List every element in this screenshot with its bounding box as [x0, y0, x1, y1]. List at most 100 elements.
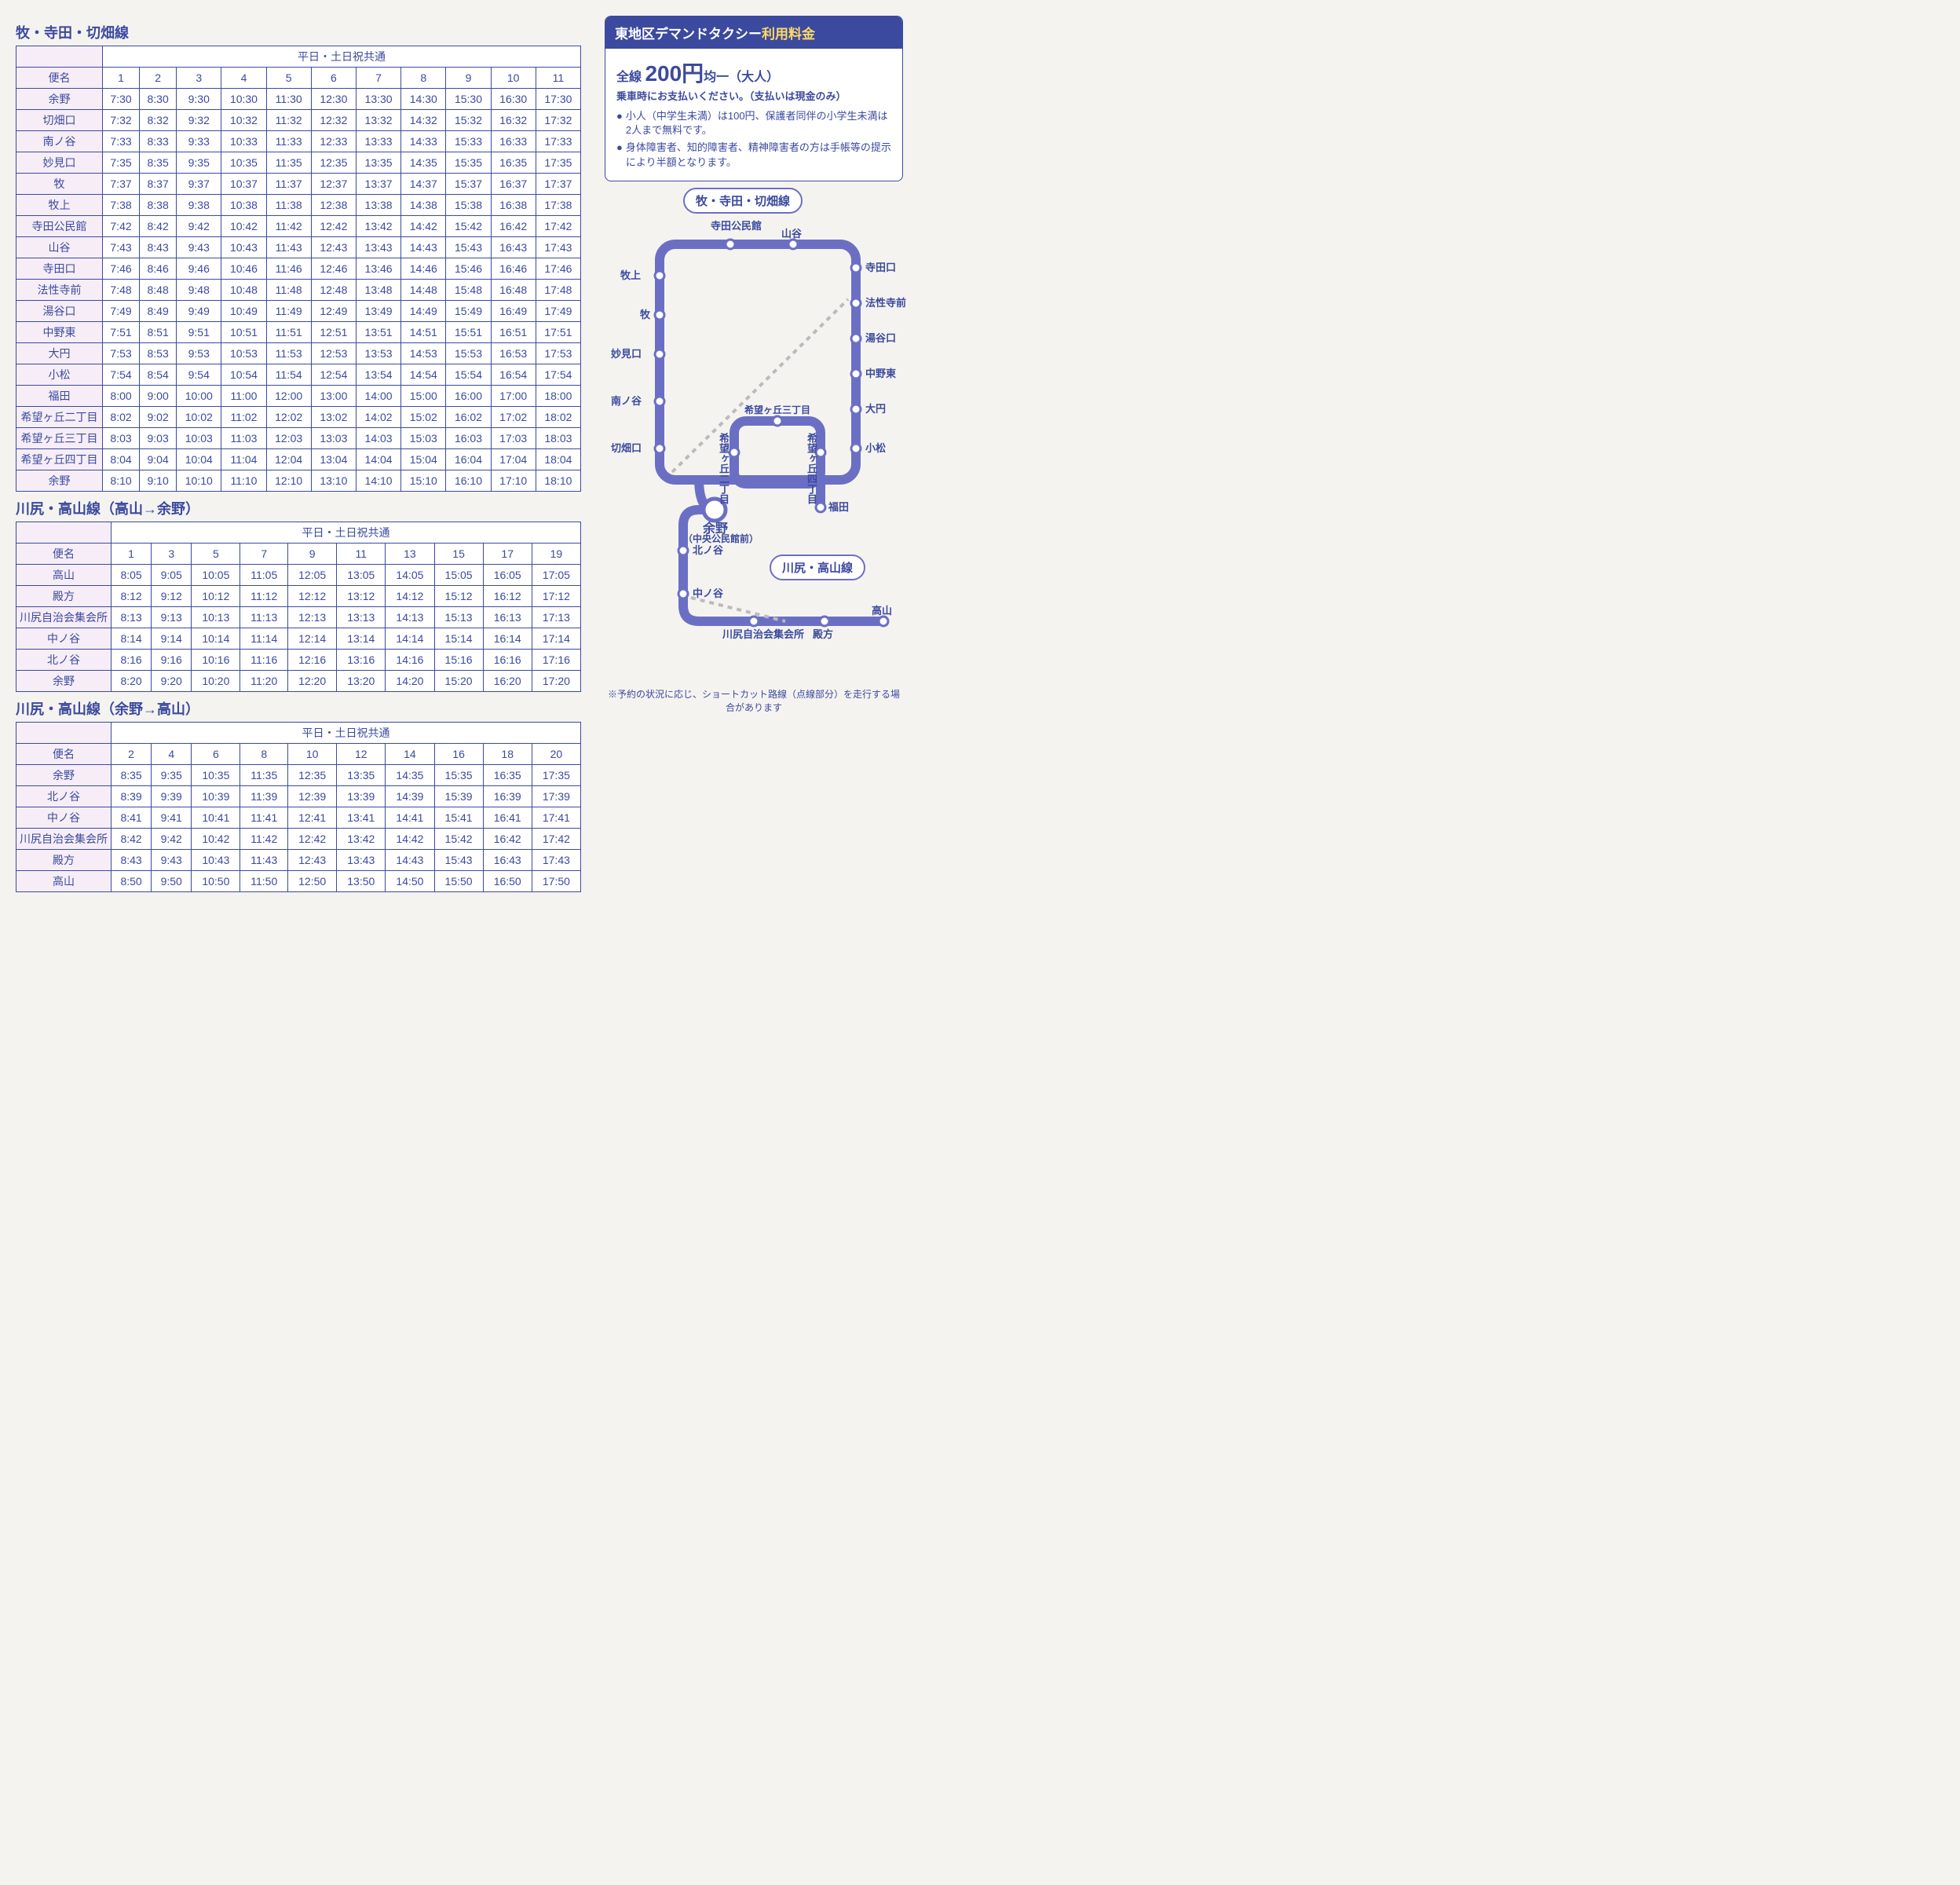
- service-number: 8: [401, 68, 446, 89]
- time-cell: 7:32: [103, 110, 140, 131]
- table-row: 余野8:359:3510:3511:3512:3513:3514:3515:35…: [16, 765, 581, 786]
- time-cell: 11:43: [266, 237, 311, 258]
- service-number: 17: [483, 544, 532, 565]
- time-cell: 9:35: [177, 152, 221, 174]
- table-row: 中ノ谷8:419:4110:4111:4112:4113:4114:4115:4…: [16, 807, 581, 829]
- time-cell: 12:05: [288, 565, 337, 586]
- service-number: 10: [491, 68, 536, 89]
- time-cell: 16:42: [491, 216, 536, 237]
- time-cell: 13:04: [311, 449, 356, 470]
- stop-name-cell: 中ノ谷: [16, 628, 112, 650]
- time-cell: 13:33: [356, 131, 400, 152]
- time-cell: 10:04: [177, 449, 221, 470]
- time-cell: 13:00: [311, 386, 356, 407]
- time-cell: 8:20: [112, 671, 152, 692]
- time-cell: 9:54: [177, 364, 221, 386]
- service-number: 20: [532, 744, 580, 765]
- time-cell: 13:42: [337, 829, 386, 850]
- time-cell: 16:38: [491, 195, 536, 216]
- time-cell: 9:03: [140, 428, 177, 449]
- time-cell: 12:33: [311, 131, 356, 152]
- service-number: 5: [192, 544, 240, 565]
- time-cell: 8:30: [140, 89, 177, 110]
- stop-label: 寺田口: [865, 262, 896, 274]
- table-row: 福田8:009:0010:0011:0012:0013:0014:0015:00…: [16, 386, 581, 407]
- time-cell: 7:43: [103, 237, 140, 258]
- time-cell: 11:39: [240, 786, 288, 807]
- stop-label: 妙見口: [611, 349, 642, 361]
- time-cell: 14:16: [386, 650, 434, 671]
- time-cell: 13:53: [356, 343, 400, 364]
- table-row: 中ノ谷8:149:1410:1411:1412:1413:1414:1415:1…: [16, 628, 581, 650]
- time-cell: 17:43: [532, 850, 580, 871]
- time-cell: 14:50: [386, 871, 434, 892]
- table-row: 湯谷口7:498:499:4910:4911:4912:4913:4914:49…: [16, 301, 581, 322]
- service-number: 8: [240, 744, 288, 765]
- stop-label: 牧上: [620, 270, 641, 282]
- service-number: 13: [386, 544, 434, 565]
- time-cell: 8:53: [140, 343, 177, 364]
- time-cell: 10:53: [221, 343, 266, 364]
- time-cell: 8:43: [112, 850, 152, 871]
- time-cell: 13:41: [337, 807, 386, 829]
- time-cell: 17:39: [532, 786, 580, 807]
- time-cell: 13:35: [356, 152, 400, 174]
- time-cell: 10:00: [177, 386, 221, 407]
- time-cell: 12:14: [288, 628, 337, 650]
- time-cell: 12:42: [311, 216, 356, 237]
- time-cell: 12:10: [266, 470, 311, 492]
- stop-label: 北ノ谷: [693, 545, 723, 557]
- time-cell: 8:54: [140, 364, 177, 386]
- time-cell: 11:10: [221, 470, 266, 492]
- time-cell: 14:39: [386, 786, 434, 807]
- time-cell: 17:32: [536, 110, 580, 131]
- time-cell: 16:42: [483, 829, 532, 850]
- col-header: 便名: [16, 68, 103, 89]
- service-number: 12: [337, 744, 386, 765]
- time-cell: 11:54: [266, 364, 311, 386]
- time-cell: 9:35: [152, 765, 192, 786]
- stop-label: 希望ヶ丘三丁目: [744, 405, 810, 416]
- time-cell: 14:51: [401, 322, 446, 343]
- time-cell: 8:05: [112, 565, 152, 586]
- time-cell: 11:48: [266, 280, 311, 301]
- time-cell: 7:38: [103, 195, 140, 216]
- time-cell: 12:16: [288, 650, 337, 671]
- time-cell: 11:53: [266, 343, 311, 364]
- timetables-column: 牧・寺田・切畑線平日・土日祝共通便名1234567891011余野7:308:3…: [16, 16, 581, 892]
- service-number: 4: [221, 68, 266, 89]
- time-cell: 16:48: [491, 280, 536, 301]
- stop-label: 法性寺前: [865, 298, 906, 309]
- table-row: 余野8:209:2010:2011:2012:2013:2014:2015:20…: [16, 671, 581, 692]
- time-cell: 9:13: [152, 607, 192, 628]
- time-cell: 7:49: [103, 301, 140, 322]
- time-cell: 8:33: [140, 131, 177, 152]
- timetable: 平日・土日祝共通便名1234567891011余野7:308:309:3010:…: [16, 46, 581, 492]
- time-cell: 10:39: [192, 786, 240, 807]
- time-cell: 16:43: [483, 850, 532, 871]
- time-cell: 9:42: [152, 829, 192, 850]
- time-cell: 11:30: [266, 89, 311, 110]
- time-cell: 14:30: [401, 89, 446, 110]
- time-cell: 17:35: [536, 152, 580, 174]
- time-cell: 15:42: [446, 216, 491, 237]
- time-cell: 17:51: [536, 322, 580, 343]
- time-cell: 17:38: [536, 195, 580, 216]
- time-cell: 10:32: [221, 110, 266, 131]
- time-cell: 15:13: [434, 607, 483, 628]
- time-cell: 11:05: [240, 565, 288, 586]
- time-cell: 14:42: [386, 829, 434, 850]
- time-cell: 14:13: [386, 607, 434, 628]
- table-row: 北ノ谷8:399:3910:3911:3912:3913:3914:3915:3…: [16, 786, 581, 807]
- time-cell: 17:33: [536, 131, 580, 152]
- time-cell: 12:12: [288, 586, 337, 607]
- stop-name-cell: 大円: [16, 343, 103, 364]
- time-cell: 16:03: [446, 428, 491, 449]
- service-number: 16: [434, 744, 483, 765]
- time-cell: 17:46: [536, 258, 580, 280]
- time-cell: 8:46: [140, 258, 177, 280]
- time-cell: 12:35: [311, 152, 356, 174]
- stop-name-cell: 川尻自治会集会所: [16, 829, 112, 850]
- time-cell: 8:12: [112, 586, 152, 607]
- time-cell: 8:48: [140, 280, 177, 301]
